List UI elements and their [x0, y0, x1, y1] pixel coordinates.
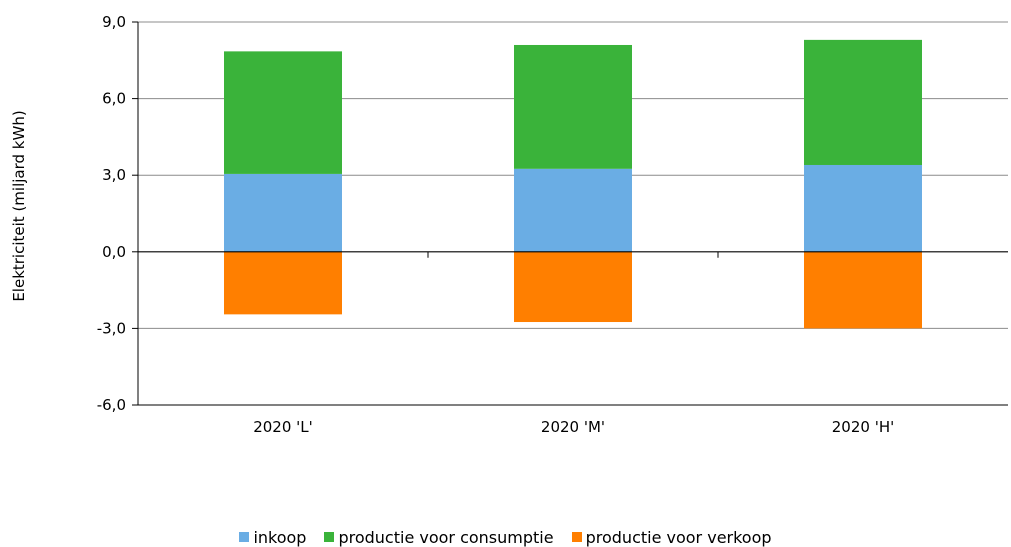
bar-segment	[514, 251, 632, 323]
bar-segment	[224, 51, 342, 174]
legend-item: productie voor verkoop	[571, 527, 772, 547]
y-tick-label: 0,0	[102, 243, 126, 261]
legend: inkoop productie voor consumptie productie…	[0, 527, 1011, 547]
y-tick-labels: 9,0 6,0 3,0 0,0 -3,0 -6,0	[97, 13, 126, 414]
y-tick-label: -3,0	[97, 319, 126, 337]
bar-segment	[514, 44, 632, 169]
bar-segment	[224, 251, 342, 315]
y-tick-label: -6,0	[97, 396, 126, 414]
y-axis-label: Elektriciteit (miljard kWh)	[10, 110, 28, 301]
bars	[224, 39, 922, 329]
legend-item: inkoop	[239, 528, 306, 547]
y-tick-label: 6,0	[102, 90, 126, 108]
bar-segment	[804, 251, 922, 329]
bar-segment	[804, 164, 922, 252]
x-tick-label: 2020 'L'	[253, 418, 313, 436]
legend-swatch	[571, 532, 582, 542]
bar-chart: 9,06,03,00,0-3,0-6,0 2020 'L' 2020 'M' 202…	[10, 13, 1008, 436]
legend-item: productie voor consumptie	[324, 527, 554, 547]
x-tick-labels: 2020 'L' 2020 'M' 2020 'H'	[253, 418, 894, 436]
legend-label: productie voor consumptie	[338, 527, 554, 547]
legend-swatch	[324, 532, 335, 542]
legend-swatch	[239, 532, 250, 542]
bar-segment	[224, 173, 342, 252]
bar-segment	[514, 168, 632, 252]
legend-label: inkoop	[253, 527, 307, 547]
x-tick-label: 2020 'H'	[832, 418, 894, 436]
legend-label: productie voor verkoop	[585, 527, 772, 547]
axes	[132, 21, 1008, 406]
bar-segment	[804, 39, 922, 165]
y-tick-label: 9,0	[102, 13, 126, 31]
x-tick-label: 2020 'M'	[541, 418, 605, 436]
y-tick-label: 3,0	[102, 166, 126, 184]
